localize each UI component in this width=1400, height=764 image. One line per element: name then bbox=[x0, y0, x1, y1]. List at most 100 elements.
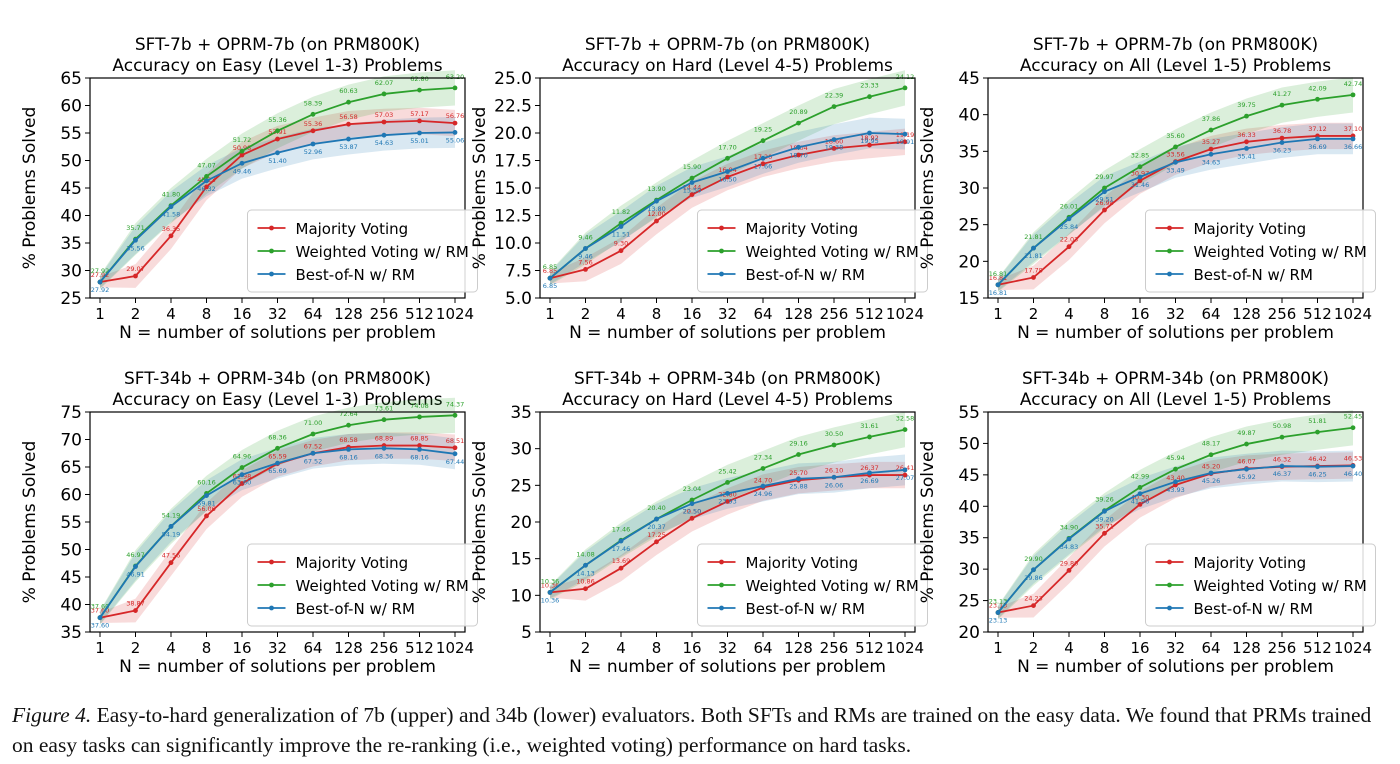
x-tick-label: 256 bbox=[370, 639, 399, 657]
series-point bbox=[239, 152, 245, 158]
data-label: 20.40 bbox=[647, 504, 666, 512]
x-tick-label: 64 bbox=[303, 305, 322, 323]
data-label: 14.13 bbox=[576, 569, 595, 577]
series-point bbox=[1137, 178, 1143, 184]
legend-label: Best-of-N w/ RM bbox=[746, 600, 865, 618]
series-point bbox=[168, 560, 174, 566]
series-point bbox=[902, 131, 908, 137]
data-label: 6.85 bbox=[543, 263, 557, 271]
data-label: 21.81 bbox=[1024, 233, 1043, 241]
data-label: 52.96 bbox=[304, 148, 323, 156]
data-label: 49.46 bbox=[233, 167, 252, 175]
series-point bbox=[1350, 136, 1356, 142]
data-label: 65.69 bbox=[268, 467, 287, 475]
series-point bbox=[1350, 92, 1356, 98]
data-label: 55.01 bbox=[410, 137, 429, 145]
data-label: 14.44 bbox=[683, 184, 702, 192]
data-label: 68.51 bbox=[446, 437, 465, 445]
x-tick-label: 1 bbox=[95, 305, 105, 323]
y-tick-label: 20 bbox=[510, 513, 532, 533]
series-point bbox=[1031, 245, 1036, 251]
data-label: 13.90 bbox=[647, 185, 666, 193]
data-label: 25.84 bbox=[1060, 223, 1079, 231]
chart-title: SFT-7b + OPRM-7b (on PRM800K) bbox=[585, 35, 870, 55]
data-label: 42.09 bbox=[1308, 84, 1327, 92]
legend-box bbox=[1145, 209, 1376, 293]
data-label: 17.46 bbox=[612, 545, 631, 553]
series-point bbox=[1066, 244, 1072, 250]
data-label: 10.36 bbox=[541, 581, 560, 589]
data-label: 19.25 bbox=[754, 126, 773, 134]
legend-marker bbox=[1167, 271, 1172, 277]
legend-box bbox=[247, 543, 478, 627]
data-label: 24.23 bbox=[1024, 595, 1043, 603]
x-tick-label: 8 bbox=[1100, 305, 1110, 323]
data-label: 57.17 bbox=[410, 110, 429, 118]
data-label: 16.81 bbox=[989, 289, 1008, 297]
data-label: 25.88 bbox=[789, 483, 808, 491]
legend-marker bbox=[719, 271, 724, 277]
series-point bbox=[1031, 275, 1036, 280]
plot-frame bbox=[89, 77, 466, 299]
series-point bbox=[760, 138, 766, 144]
y-tick-label: 55 bbox=[60, 124, 82, 144]
series-point bbox=[1208, 452, 1214, 458]
series-point bbox=[867, 142, 872, 148]
data-label: 14.08 bbox=[576, 550, 595, 558]
data-label: 68.58 bbox=[339, 436, 358, 444]
x-tick-label: 8 bbox=[202, 639, 212, 657]
legend-box bbox=[697, 209, 928, 293]
legend-marker bbox=[269, 225, 274, 231]
data-label: 35.71 bbox=[1095, 522, 1114, 530]
data-label: 36.23 bbox=[1273, 147, 1292, 155]
data-label: 9.46 bbox=[578, 253, 592, 261]
data-label: 68.16 bbox=[339, 453, 358, 461]
series-point bbox=[760, 466, 766, 471]
legend-marker bbox=[1167, 582, 1172, 588]
data-label: 41.80 bbox=[162, 191, 181, 199]
y-axis-label: % Problems Solved bbox=[918, 441, 938, 604]
series-point bbox=[1031, 567, 1036, 573]
series-point bbox=[867, 130, 872, 136]
chart-panel: SFT-34b + OPRM-34b (on PRM800K)Accuracy … bbox=[470, 369, 928, 677]
series-point bbox=[1279, 140, 1285, 145]
x-tick-label: 32 bbox=[718, 639, 737, 657]
data-label: 68.16 bbox=[410, 453, 429, 461]
x-tick-label: 128 bbox=[1232, 639, 1261, 657]
data-label: 46.32 bbox=[197, 185, 216, 193]
chart-subtitle: Accuracy on Easy (Level 1-3) Problems bbox=[112, 56, 442, 76]
data-label: 35.71 bbox=[126, 224, 145, 232]
data-label: 17.78 bbox=[1024, 266, 1043, 274]
series-point bbox=[867, 434, 872, 440]
legend-label: Weighted Voting w/ RM bbox=[296, 577, 469, 595]
legend-label: Majority Voting bbox=[296, 220, 409, 238]
data-label: 46.42 bbox=[1308, 455, 1327, 463]
x-tick-label: 256 bbox=[370, 305, 399, 323]
y-tick-label: 50 bbox=[60, 152, 82, 172]
data-label: 62.07 bbox=[375, 79, 394, 87]
series-point bbox=[1102, 530, 1107, 536]
series-point bbox=[618, 538, 624, 544]
legend-marker bbox=[719, 582, 724, 588]
chart-panel: SFT-7b + OPRM-7b (on PRM800K)Accuracy on… bbox=[918, 35, 1376, 343]
series-point bbox=[310, 128, 316, 134]
data-label: 29.97 bbox=[1095, 173, 1114, 181]
x-tick-label: 1 bbox=[993, 639, 1003, 657]
data-label: 73.61 bbox=[375, 405, 394, 413]
series-point bbox=[725, 174, 730, 180]
legend-label: Majority Voting bbox=[296, 554, 409, 572]
data-label: 26.37 bbox=[860, 464, 879, 472]
x-tick-label: 4 bbox=[166, 305, 176, 323]
data-label: 26.10 bbox=[825, 466, 844, 474]
x-tick-label: 256 bbox=[820, 305, 849, 323]
legend-label: Weighted Voting w/ RM bbox=[746, 243, 919, 261]
series-point bbox=[654, 198, 659, 204]
series-point bbox=[417, 130, 422, 136]
x-tick-label: 4 bbox=[1064, 305, 1074, 323]
data-label: 23.13 bbox=[989, 598, 1008, 606]
data-label: 17.25 bbox=[647, 531, 666, 539]
series-point bbox=[239, 465, 245, 470]
data-label: 36.78 bbox=[1273, 127, 1292, 135]
data-label: 11.82 bbox=[612, 208, 631, 216]
y-tick-label: 40 bbox=[60, 207, 82, 227]
